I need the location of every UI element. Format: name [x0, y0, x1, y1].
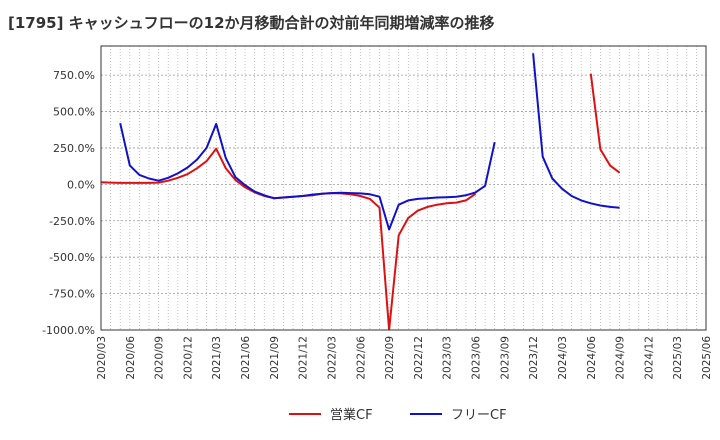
- x-tick-label: 2024/12: [643, 336, 655, 380]
- x-tick-label: 2021/09: [269, 336, 281, 380]
- x-tick-label: 2023/03: [442, 336, 454, 380]
- y-tick-label: -750.0%: [49, 288, 95, 301]
- series-lines: [101, 53, 621, 330]
- x-axis-ticks: 2020/03 2020/06 2020/09 2020/12 2021/03 2021/…: [96, 336, 713, 380]
- legend-label-free-cf: フリーCF: [451, 408, 507, 423]
- x-tick-label: 2024/03: [557, 336, 569, 380]
- x-tick-label: 2020/06: [125, 336, 137, 380]
- grid: [100, 46, 707, 331]
- x-tick-label: 2022/03: [326, 336, 338, 380]
- x-tick-label: 2025/03: [672, 336, 684, 380]
- series-line-operating-cf: [101, 147, 477, 330]
- x-tick-label: 2023/12: [528, 336, 540, 380]
- x-tick-label: 2024/06: [586, 336, 598, 380]
- x-tick-label: 2023/09: [499, 336, 511, 380]
- series-line-free-cf: [532, 53, 620, 209]
- y-axis-ticks: 750.0% 500.0% 250.0% 0.0% -250.0% -500.0% -750…: [42, 69, 95, 337]
- x-tick-label: 2022/06: [355, 336, 367, 380]
- x-tick-label: 2022/12: [413, 336, 425, 380]
- x-tick-label: 2025/06: [701, 336, 713, 380]
- plot-frame: [100, 45, 707, 331]
- y-tick-label: 250.0%: [53, 142, 95, 155]
- y-tick-label: -1000.0%: [42, 324, 95, 337]
- y-tick-label: -250.0%: [49, 215, 95, 228]
- x-tick-label: 2021/12: [298, 336, 310, 380]
- y-tick-label: -500.0%: [49, 251, 95, 264]
- x-tick-label: 2023/06: [471, 336, 483, 380]
- chart-title: [1795] キャッシュフローの12か月移動合計の対前年同期増減率の推移: [8, 14, 495, 32]
- series-line-free-cf: [119, 122, 496, 231]
- y-tick-label: 500.0%: [53, 106, 95, 119]
- x-tick-label: 2021/03: [211, 336, 223, 380]
- y-tick-label: 0.0%: [67, 178, 95, 191]
- x-tick-label: 2022/09: [384, 336, 396, 380]
- y-tick-label: 750.0%: [53, 69, 95, 82]
- legend: 営業CF フリーCF: [289, 407, 507, 423]
- series-line-operating-cf: [589, 73, 621, 174]
- legend-label-operating-cf: 営業CF: [330, 407, 373, 423]
- x-tick-label: 2020/09: [154, 336, 166, 380]
- x-tick-label: 2021/06: [240, 336, 252, 380]
- x-tick-label: 2020/12: [182, 336, 194, 380]
- x-tick-label: 2024/09: [615, 336, 627, 380]
- x-tick-label: 2020/03: [96, 336, 108, 380]
